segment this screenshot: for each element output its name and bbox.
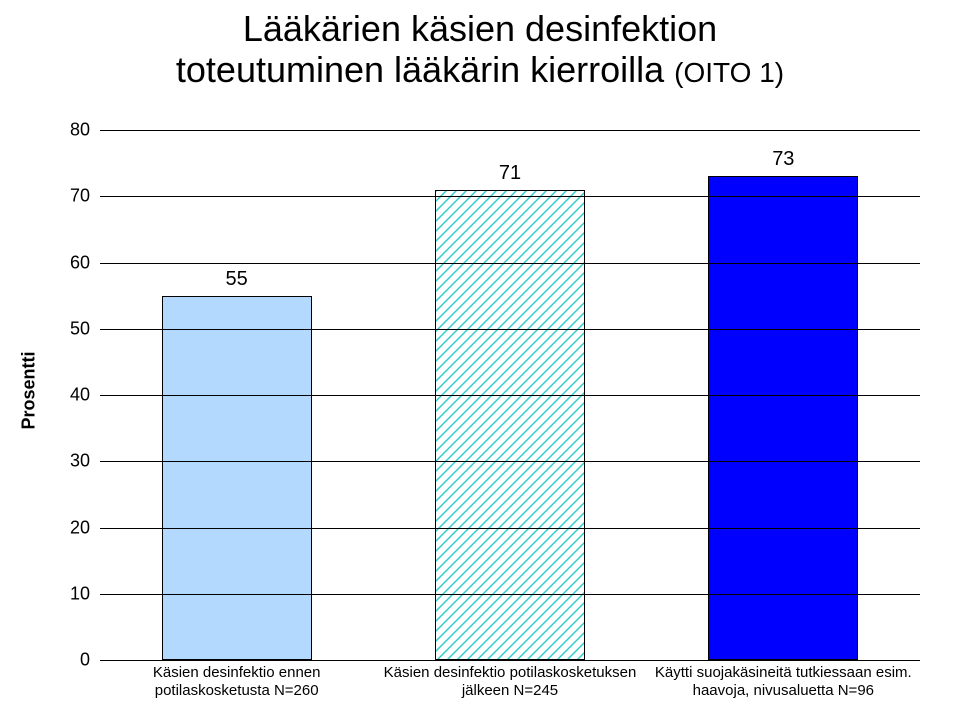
y-axis-label: Prosentti [19, 351, 40, 429]
title-line2-sub: (OITO 1) [674, 57, 784, 88]
x-category-label: Käsien desinfektio ennen potilaskosketus… [100, 664, 373, 700]
x-category-label: Käytti suojakäsineitä tutkiessaan esim. … [647, 664, 920, 700]
bar-value-label: 71 [499, 162, 521, 191]
x-category-label: Käsien desinfektio potilaskosketuksen jä… [373, 664, 646, 700]
title-line2-main: toteutuminen lääkärin kierroilla [176, 49, 674, 90]
bar-value-label: 73 [772, 148, 794, 177]
grid-line [100, 263, 920, 264]
y-tick-label: 10 [70, 583, 100, 604]
bar: 73 [708, 176, 858, 660]
grid-line [100, 528, 920, 529]
chart-container: Lääkärien käsien desinfektion toteutumin… [0, 0, 960, 704]
grid-line [100, 395, 920, 396]
bar: 55 [162, 296, 312, 660]
grid-line [100, 130, 920, 131]
title-line1: Lääkärien käsien desinfektion [0, 8, 960, 49]
grid-line [100, 329, 920, 330]
y-tick-label: 50 [70, 318, 100, 339]
x-labels-row: Käsien desinfektio ennen potilaskosketus… [100, 664, 920, 700]
title-line2: toteutuminen lääkärin kierroilla (OITO 1… [0, 49, 960, 90]
grid-line [100, 461, 920, 462]
y-tick-label: 20 [70, 517, 100, 538]
bar: 71 [435, 190, 585, 660]
y-tick-label: 70 [70, 186, 100, 207]
chart-title: Lääkärien käsien desinfektion toteutumin… [0, 8, 960, 91]
plot-area: 557173 01020304050607080 [100, 130, 920, 660]
y-tick-label: 30 [70, 451, 100, 472]
grid-line [100, 196, 920, 197]
y-tick-label: 60 [70, 252, 100, 273]
y-tick-label: 80 [70, 120, 100, 141]
bar-value-label: 55 [226, 268, 248, 297]
grid-line [100, 660, 920, 661]
y-tick-label: 40 [70, 385, 100, 406]
grid-line [100, 594, 920, 595]
y-tick-label: 0 [80, 650, 100, 671]
